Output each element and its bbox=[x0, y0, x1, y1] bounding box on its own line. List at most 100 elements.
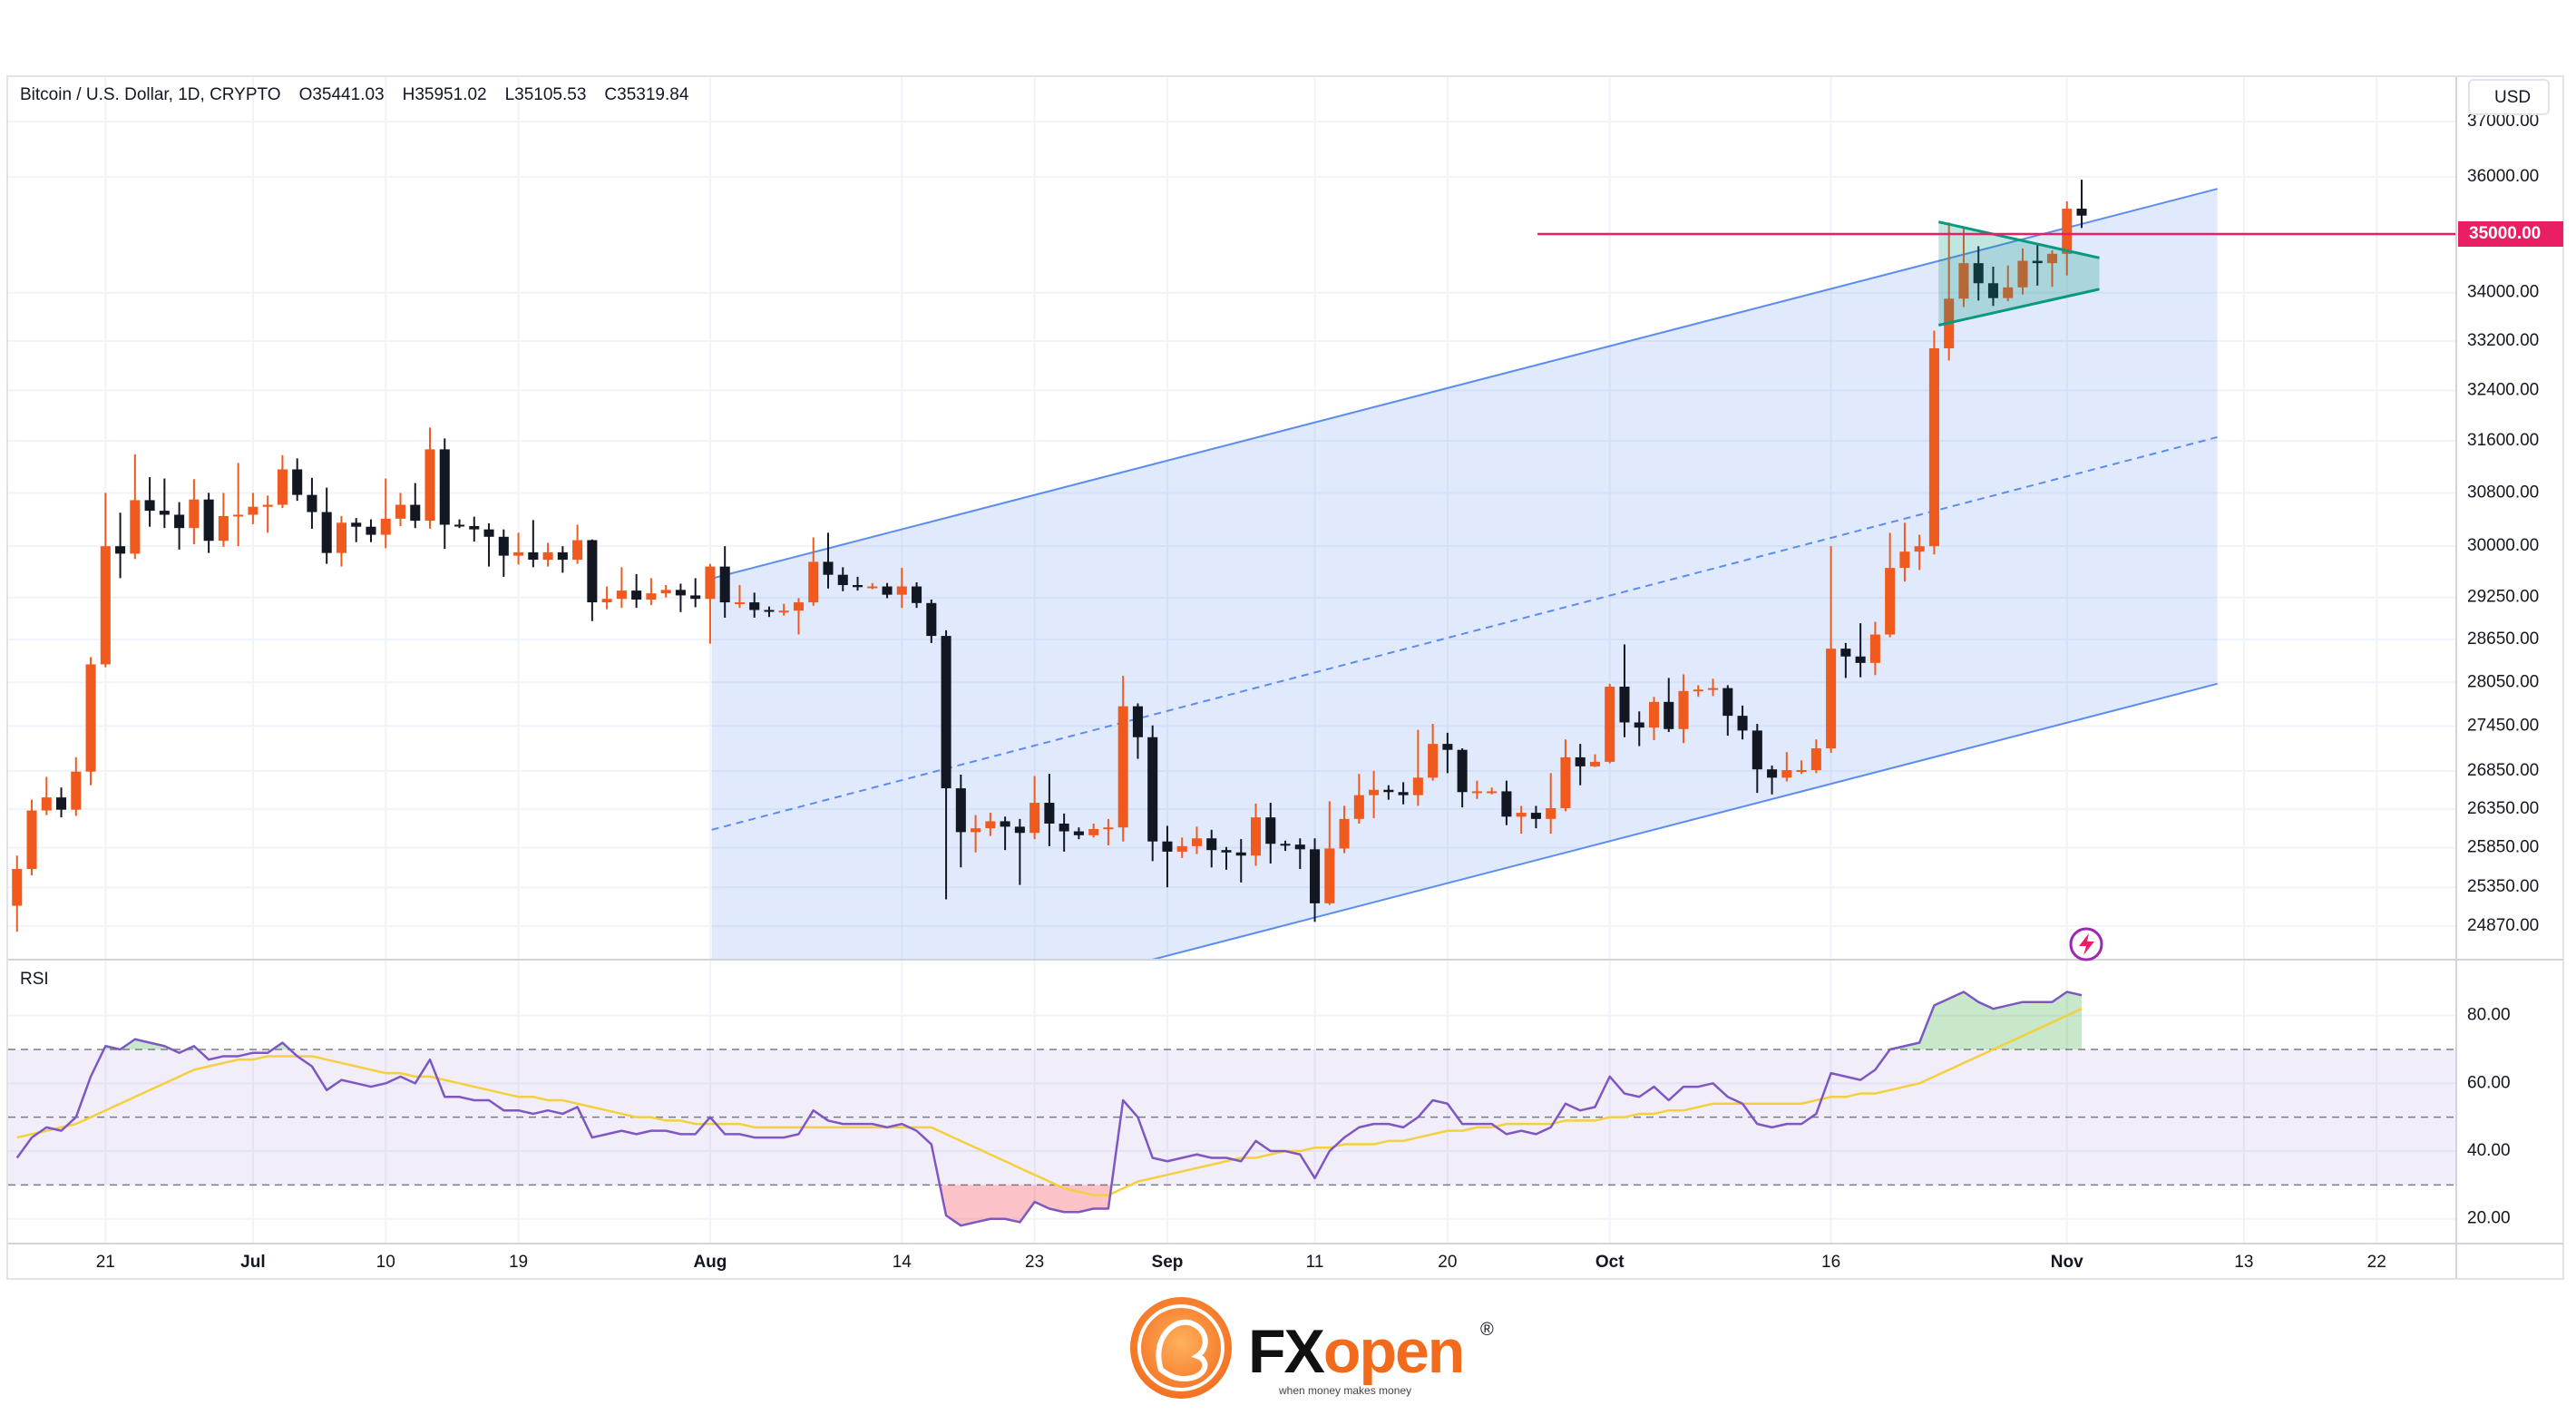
candle-body bbox=[1117, 706, 1128, 828]
candle-body bbox=[203, 499, 214, 542]
candle-body bbox=[218, 515, 229, 542]
candle-body bbox=[675, 590, 686, 596]
triangle-lower-line bbox=[1937, 288, 2100, 327]
candle-body bbox=[1059, 823, 1069, 832]
candle-body bbox=[1928, 347, 1939, 547]
y-tick-label: 33200.00 bbox=[2467, 331, 2539, 350]
rsi-tick-label: 60.00 bbox=[2467, 1073, 2511, 1092]
candle-body bbox=[557, 551, 568, 561]
x-tick-label: 20 bbox=[1438, 1253, 1457, 1272]
candle-body bbox=[882, 586, 893, 595]
ohlc-prefix: O bbox=[299, 85, 313, 104]
ohlc-value: 35441.03 bbox=[312, 85, 384, 104]
brand-mark: ® bbox=[1480, 1320, 1494, 1340]
candle-body bbox=[1294, 844, 1305, 850]
candle-body bbox=[1722, 688, 1733, 717]
candle-body bbox=[1914, 546, 1925, 552]
candle-body bbox=[719, 566, 730, 603]
alert-icon[interactable] bbox=[2069, 927, 2103, 961]
candle-body bbox=[26, 810, 37, 870]
triangle-fill bbox=[1938, 221, 2100, 326]
x-tick-label: 13 bbox=[2234, 1253, 2253, 1272]
channel-upper-line bbox=[711, 188, 2218, 580]
y-tick-label: 24870.00 bbox=[2467, 916, 2539, 935]
candle-body bbox=[1575, 756, 1586, 766]
candle-body bbox=[1589, 761, 1601, 766]
candle-body bbox=[439, 449, 450, 525]
candle-body bbox=[1162, 841, 1173, 852]
x-tick-label: Oct bbox=[1595, 1253, 1625, 1272]
candle-body bbox=[1103, 827, 1114, 830]
candle-body bbox=[1221, 850, 1232, 853]
currency-label: USD bbox=[2494, 88, 2531, 107]
candle-body bbox=[587, 540, 598, 603]
x-tick-label: Aug bbox=[693, 1253, 727, 1272]
channel-fill bbox=[711, 189, 2218, 960]
candle-body bbox=[1487, 791, 1498, 794]
y-tick-label: 25850.00 bbox=[2467, 838, 2539, 857]
candle-body bbox=[159, 511, 170, 515]
chart-frame bbox=[6, 75, 2564, 1280]
candle-body bbox=[837, 574, 848, 586]
candle-body bbox=[115, 546, 126, 554]
candle-body bbox=[808, 561, 819, 603]
alert-icon-bolt[interactable] bbox=[2079, 933, 2094, 955]
rsi-title: RSI bbox=[20, 970, 49, 989]
candle-body bbox=[1339, 818, 1350, 849]
candle-body bbox=[2062, 209, 2073, 254]
candle-body bbox=[1206, 838, 1217, 851]
rsi-tick-label: 40.00 bbox=[2467, 1141, 2511, 1160]
brand-name-right: open bbox=[1323, 1317, 1463, 1386]
y-tick-label: 32400.00 bbox=[2467, 380, 2539, 399]
candle-body bbox=[454, 524, 465, 527]
candle-body bbox=[660, 590, 671, 594]
y-tick-label: 27450.00 bbox=[2467, 717, 2539, 736]
x-tick-label: 23 bbox=[1025, 1253, 1044, 1272]
candle-body bbox=[1147, 737, 1158, 842]
candle-body bbox=[1885, 568, 1896, 635]
x-tick-label: Nov bbox=[2051, 1253, 2083, 1272]
candle-body bbox=[690, 595, 701, 600]
candle-body bbox=[1132, 706, 1143, 737]
ohlc-value: 35105.53 bbox=[514, 85, 586, 104]
candle-body bbox=[1029, 803, 1040, 834]
candle-body bbox=[1619, 687, 1630, 723]
candle-body bbox=[1958, 263, 1969, 299]
x-tick-label: 14 bbox=[893, 1253, 912, 1272]
candle-body bbox=[705, 566, 716, 600]
level-tag-label: 35000.00 bbox=[2469, 224, 2541, 243]
symbol-header: Bitcoin / U.S. Dollar, 1D, CRYPTO O35441.… bbox=[20, 85, 689, 104]
candle-body bbox=[100, 546, 111, 665]
x-tick-label: Jul bbox=[240, 1253, 265, 1272]
ohlc-prefix: C bbox=[604, 85, 617, 104]
candle-body bbox=[1560, 756, 1571, 808]
rsi-pane bbox=[8, 990, 2456, 1227]
candle-body bbox=[498, 536, 509, 556]
y-tick-label: 30800.00 bbox=[2467, 483, 2539, 502]
candle-body bbox=[233, 514, 244, 517]
candle-body bbox=[1855, 656, 1866, 663]
candle-body bbox=[174, 514, 185, 529]
candle-body bbox=[985, 821, 996, 829]
candle-body bbox=[1648, 701, 1660, 728]
candle-body bbox=[1973, 263, 1984, 284]
candle-body bbox=[764, 610, 775, 612]
candle-body bbox=[2076, 209, 2087, 216]
candle-body bbox=[1176, 845, 1187, 852]
x-tick-label: 10 bbox=[376, 1253, 395, 1272]
candle-body bbox=[307, 494, 317, 512]
candle-body bbox=[380, 518, 391, 535]
candle-body bbox=[852, 585, 864, 588]
candle-body bbox=[955, 788, 966, 833]
candle-body bbox=[2003, 287, 2014, 298]
candle-body bbox=[1501, 791, 1512, 817]
symbol-title: Bitcoin / U.S. Dollar, 1D, CRYPTO bbox=[20, 85, 281, 104]
candle-body bbox=[321, 512, 332, 553]
candle-body bbox=[248, 506, 259, 515]
candle-body bbox=[336, 522, 346, 553]
candle-body bbox=[572, 540, 583, 561]
candle-body bbox=[1767, 769, 1778, 778]
y-tick-label: 37000.00 bbox=[2467, 112, 2539, 131]
y-tick-label: 28650.00 bbox=[2467, 629, 2539, 649]
